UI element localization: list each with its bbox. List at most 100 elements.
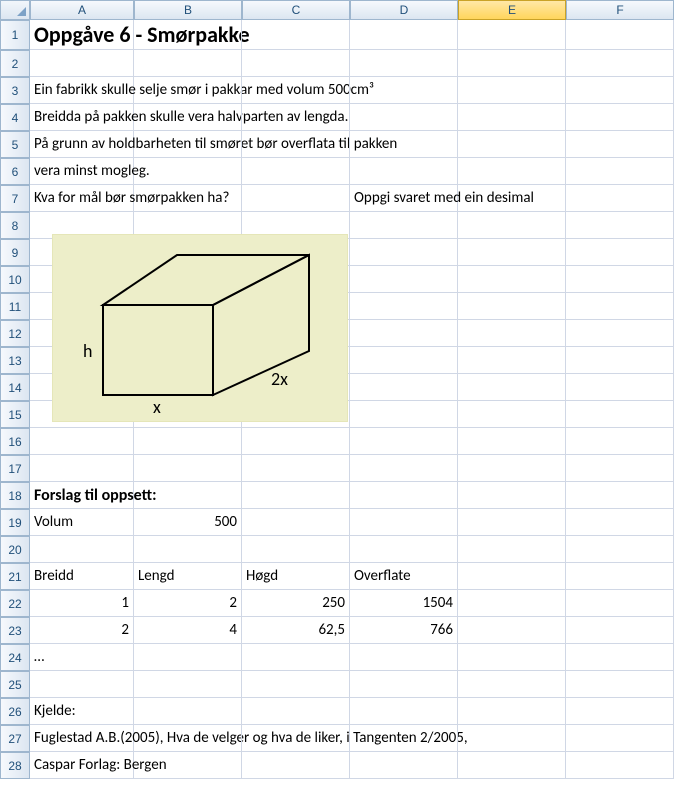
cell-B21[interactable]: Lengd <box>134 563 242 590</box>
cell-D4[interactable] <box>350 104 458 131</box>
cell-B22[interactable]: 2 <box>134 590 242 617</box>
cell-F17[interactable] <box>566 455 674 482</box>
cell-B5[interactable] <box>134 131 242 158</box>
cell-F3[interactable] <box>566 77 674 104</box>
cell-F19[interactable] <box>566 509 674 536</box>
row-header-19[interactable]: 19 <box>0 509 30 536</box>
cell-A28[interactable]: Caspar Forlag: Bergen <box>30 752 134 779</box>
cell-D7[interactable]: Oppgi svaret med ein desimal <box>350 185 458 212</box>
col-header-F[interactable]: F <box>566 0 674 20</box>
cell-F8[interactable] <box>566 212 674 239</box>
cell-E4[interactable] <box>458 104 566 131</box>
cell-D27[interactable] <box>350 725 458 752</box>
cell-A26[interactable]: Kjelde: <box>30 698 134 725</box>
cell-A22[interactable]: 1 <box>30 590 134 617</box>
cell-F1[interactable] <box>566 20 674 50</box>
cell-A19[interactable]: Volum <box>30 509 134 536</box>
cell-C19[interactable] <box>242 509 350 536</box>
cell-D11[interactable] <box>350 293 458 320</box>
cell-E15[interactable] <box>458 401 566 428</box>
cell-F11[interactable] <box>566 293 674 320</box>
row-header-21[interactable]: 21 <box>0 563 30 590</box>
cell-E22[interactable] <box>458 590 566 617</box>
cell-A25[interactable] <box>30 671 134 698</box>
cell-C22[interactable]: 250 <box>242 590 350 617</box>
cell-C23[interactable]: 62,5 <box>242 617 350 644</box>
row-header-4[interactable]: 4 <box>0 104 30 131</box>
cell-E10[interactable] <box>458 266 566 293</box>
cell-F23[interactable] <box>566 617 674 644</box>
cell-F18[interactable] <box>566 482 674 509</box>
cell-D5[interactable] <box>350 131 458 158</box>
cell-D8[interactable] <box>350 212 458 239</box>
cell-E12[interactable] <box>458 320 566 347</box>
cell-C25[interactable] <box>242 671 350 698</box>
row-header-3[interactable]: 3 <box>0 77 30 104</box>
cell-C27[interactable] <box>242 725 350 752</box>
cell-B1[interactable] <box>134 20 242 50</box>
cell-A17[interactable] <box>30 455 134 482</box>
cell-F10[interactable] <box>566 266 674 293</box>
cell-C3[interactable] <box>242 77 350 104</box>
col-header-A[interactable]: A <box>30 0 134 20</box>
cell-F28[interactable] <box>566 752 674 779</box>
cell-F9[interactable] <box>566 239 674 266</box>
cell-F7[interactable] <box>566 185 674 212</box>
cell-D2[interactable] <box>350 50 458 77</box>
cell-E7[interactable] <box>458 185 566 212</box>
cell-B6[interactable] <box>134 158 242 185</box>
cell-B28[interactable] <box>134 752 242 779</box>
cell-E16[interactable] <box>458 428 566 455</box>
cell-A7[interactable]: Kva for mål bør smørpakken ha? <box>30 185 134 212</box>
row-header-10[interactable]: 10 <box>0 266 30 293</box>
col-header-C[interactable]: C <box>242 0 350 20</box>
cell-C28[interactable] <box>242 752 350 779</box>
cell-F20[interactable] <box>566 536 674 563</box>
cell-F25[interactable] <box>566 671 674 698</box>
cell-F21[interactable] <box>566 563 674 590</box>
cell-D17[interactable] <box>350 455 458 482</box>
col-header-B[interactable]: B <box>134 0 242 20</box>
cell-A1[interactable]: Oppgåve 6 - Smørpakke <box>30 20 134 50</box>
cell-E8[interactable] <box>458 212 566 239</box>
cell-D23[interactable]: 766 <box>350 617 458 644</box>
cell-A21[interactable]: Breidd <box>30 563 134 590</box>
cell-B19[interactable]: 500 <box>134 509 242 536</box>
row-header-14[interactable]: 14 <box>0 374 30 401</box>
cell-F16[interactable] <box>566 428 674 455</box>
cell-B7[interactable] <box>134 185 242 212</box>
cell-F26[interactable] <box>566 698 674 725</box>
cell-D20[interactable] <box>350 536 458 563</box>
cell-C4[interactable] <box>242 104 350 131</box>
cell-B23[interactable]: 4 <box>134 617 242 644</box>
cell-D1[interactable] <box>350 20 458 50</box>
cell-A5[interactable]: På grunn av holdbarheten til smøret bør … <box>30 131 134 158</box>
cell-B20[interactable] <box>134 536 242 563</box>
cell-E27[interactable] <box>458 725 566 752</box>
cell-D9[interactable] <box>350 239 458 266</box>
cell-B27[interactable] <box>134 725 242 752</box>
cell-E13[interactable] <box>458 347 566 374</box>
cell-E2[interactable] <box>458 50 566 77</box>
cell-E26[interactable] <box>458 698 566 725</box>
cell-A4[interactable]: Breidda på pakken skulle vera halvparten… <box>30 104 134 131</box>
cell-E1[interactable] <box>458 20 566 50</box>
cell-D10[interactable] <box>350 266 458 293</box>
cell-D19[interactable] <box>350 509 458 536</box>
cell-F15[interactable] <box>566 401 674 428</box>
cell-D21[interactable]: Overflate <box>350 563 458 590</box>
cell-E5[interactable] <box>458 131 566 158</box>
cell-E17[interactable] <box>458 455 566 482</box>
row-header-6[interactable]: 6 <box>0 158 30 185</box>
cell-F5[interactable] <box>566 131 674 158</box>
cell-F24[interactable] <box>566 644 674 671</box>
row-header-7[interactable]: 7 <box>0 185 30 212</box>
col-header-E[interactable]: E <box>458 0 566 20</box>
cell-E24[interactable] <box>458 644 566 671</box>
row-header-5[interactable]: 5 <box>0 131 30 158</box>
cell-E21[interactable] <box>458 563 566 590</box>
cell-A6[interactable]: vera minst mogleg. <box>30 158 134 185</box>
row-header-12[interactable]: 12 <box>0 320 30 347</box>
cell-E14[interactable] <box>458 374 566 401</box>
cell-E6[interactable] <box>458 158 566 185</box>
